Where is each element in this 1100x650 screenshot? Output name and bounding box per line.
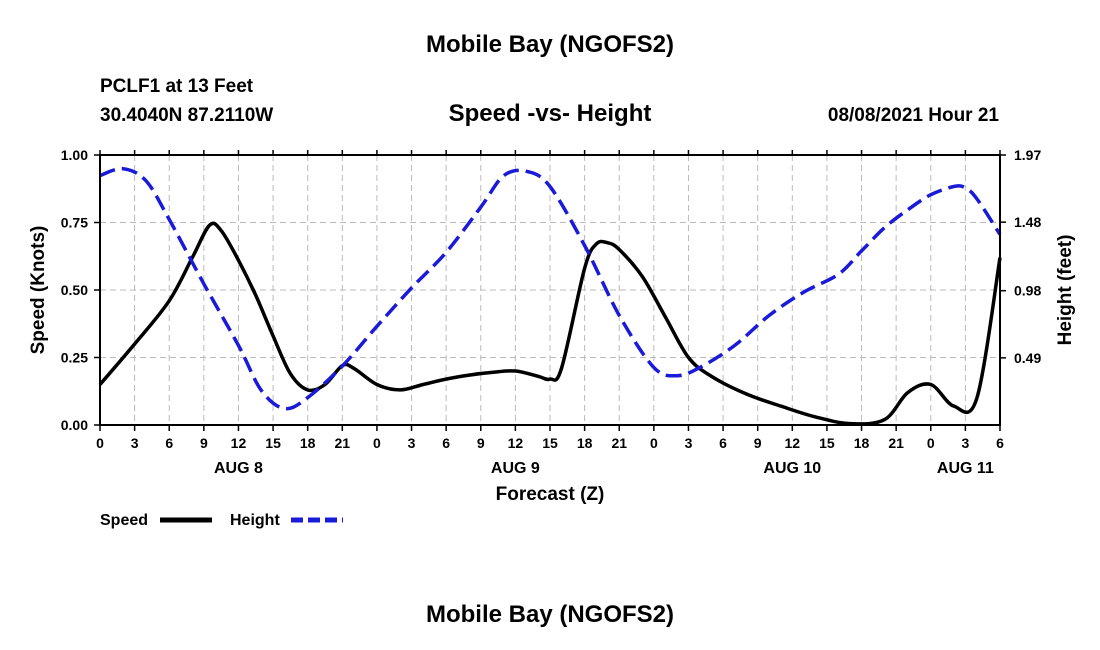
top-title: Mobile Bay (NGOFS2) (425, 31, 675, 58)
x-tick-label: 3 (131, 435, 139, 451)
x-tick-label: 12 (231, 435, 247, 451)
x-tick-label: 0 (927, 435, 935, 451)
x-tick-label: 0 (96, 435, 104, 451)
y2-tick-label: 1.48 (1014, 214, 1041, 230)
x-tick-label: 3 (685, 435, 693, 451)
legend-speed-label: Speed (100, 512, 148, 529)
y-tick-label: 0.25 (61, 350, 88, 366)
bottom-title: Mobile Bay (NGOFS2) (425, 601, 675, 628)
x-tick-label: 18 (854, 435, 870, 451)
series-line-speed (98, 221, 1002, 426)
x-tick-label: 6 (165, 435, 173, 451)
x-tick-label: 18 (577, 435, 593, 451)
x-tick-label: 9 (754, 435, 762, 451)
axis-ticks: 0 3 6 9 12 15 18 21 0 3 6 9 12 15 18 21 0 3 6 9 12 15 18 21 0 3 6A… (61, 147, 1042, 477)
grid-lines (100, 155, 1000, 425)
day-label: AUG 9 (491, 460, 540, 477)
x-tick-label: 0 (373, 435, 381, 451)
y2-tick-label: 0.98 (1014, 283, 1041, 299)
x-tick-label: 15 (819, 435, 835, 451)
station-coords: 30.4040N 87.2110W (100, 105, 274, 126)
forecast-datetime: 08/08/2021 Hour 21 (827, 105, 999, 126)
x-tick-label: 12 (508, 435, 524, 451)
x-tick-label: 6 (719, 435, 727, 451)
x-axis-label: Forecast (Z) (496, 484, 605, 505)
x-tick-label: 9 (477, 435, 485, 451)
y-tick-label: 0.75 (61, 215, 88, 231)
x-tick-label: 15 (265, 435, 281, 451)
day-label: AUG 10 (763, 460, 821, 477)
x-tick-label: 3 (961, 435, 969, 451)
x-tick-label: 21 (335, 435, 351, 451)
x-tick-label: 6 (442, 435, 450, 451)
x-tick-label: 21 (611, 435, 627, 451)
legend: Speed Height (100, 512, 343, 529)
y-tick-label: 1.00 (61, 147, 88, 163)
series-line-height (99, 166, 1002, 411)
y-tick-label: 0.00 (61, 417, 88, 433)
y2-tick-label: 1.97 (1014, 147, 1041, 163)
x-tick-label: 9 (200, 435, 208, 451)
y-tick-label: 0.50 (61, 282, 88, 298)
series-layer (98, 166, 1002, 426)
day-label: AUG 8 (214, 460, 263, 477)
legend-height-label: Height (230, 512, 280, 529)
y-axis-label: Speed (Knots) (28, 226, 49, 355)
station-label: PCLF1 at 13 Feet (100, 76, 254, 97)
y2-axis-label: Height (feet) (1055, 235, 1076, 346)
speed-height-chart: 0 3 6 9 12 15 18 21 0 3 6 9 12 15 18 21 0 3 6 9 12 15 18 21 0 3 6A… (28, 147, 1076, 529)
y2-tick-label: 0.49 (1014, 350, 1041, 366)
x-tick-label: 21 (888, 435, 904, 451)
x-tick-label: 18 (300, 435, 316, 451)
x-tick-label: 3 (408, 435, 416, 451)
x-tick-label: 15 (542, 435, 558, 451)
x-tick-label: 12 (785, 435, 801, 451)
chart-title: Speed -vs- Height (448, 100, 652, 127)
x-tick-label: 6 (996, 435, 1004, 451)
x-tick-label: 0 (650, 435, 658, 451)
day-label: AUG 11 (937, 460, 994, 477)
